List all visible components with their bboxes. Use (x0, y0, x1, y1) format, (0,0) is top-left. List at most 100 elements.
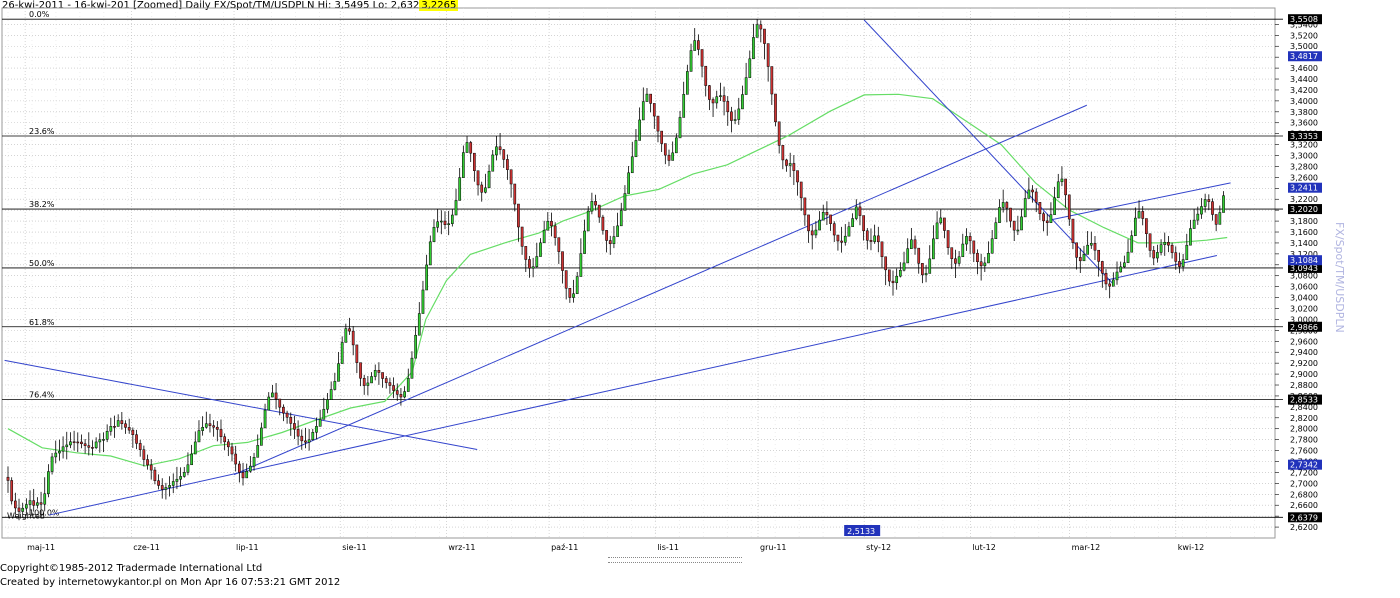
candle-body (175, 478, 179, 482)
candle-body (72, 441, 76, 443)
candle-body (994, 222, 998, 239)
candle-body (50, 456, 54, 472)
candle-body (377, 370, 381, 373)
y-tick-label: 3,4000 (1290, 97, 1318, 106)
candle-body (54, 452, 58, 458)
instrument-side-label: FX/Spot/TM/USDPLN (1333, 222, 1346, 333)
candle-body (1078, 257, 1082, 262)
candle-body (568, 287, 572, 298)
candle-body (678, 117, 682, 139)
fib-label: 76.4% (29, 391, 55, 400)
fib-label: 100.0% (29, 508, 60, 517)
candle-body (539, 242, 542, 257)
candle-body (160, 485, 164, 490)
candle-body (755, 24, 759, 38)
candle-body (204, 423, 208, 428)
candle-body (491, 154, 495, 172)
candle-body (708, 85, 711, 100)
candle-body (1115, 271, 1119, 281)
candle-body (865, 230, 869, 241)
candle-body (935, 222, 939, 240)
candle-body (58, 450, 61, 454)
candle-body (1170, 244, 1174, 253)
x-tick-label: wrz-11 (448, 543, 475, 552)
candle-body (25, 504, 28, 509)
candle-body (796, 170, 799, 183)
candle-body (704, 65, 708, 86)
last-price-highlight: 3,2265 (419, 0, 459, 11)
candle-body (873, 235, 876, 242)
y-tick-label: 3,3600 (1290, 119, 1318, 128)
candle-body (832, 223, 836, 236)
candle-body (381, 372, 384, 379)
candle-body (241, 472, 245, 479)
fib-label: 23.6% (29, 127, 55, 136)
candle-body (395, 390, 399, 395)
candle-body (91, 447, 94, 449)
candle-body (693, 40, 697, 51)
candle-body (619, 210, 623, 227)
candle-body (384, 378, 388, 383)
candle-body (237, 463, 241, 473)
x-tick-label: gru-11 (760, 543, 787, 552)
candle-body (998, 207, 1001, 223)
candle-body (447, 223, 451, 226)
candle-body (230, 446, 234, 455)
candle-body (788, 163, 792, 166)
candle-body (329, 389, 333, 400)
candle-body (1189, 228, 1192, 246)
candle-body (1034, 191, 1038, 203)
candle-body (47, 471, 50, 494)
weighted-label: Weighted (7, 511, 45, 520)
candle-body (1067, 194, 1071, 220)
candle-body (146, 459, 149, 466)
candle-body (124, 423, 127, 428)
candle-body (847, 226, 851, 237)
candle-body (116, 420, 120, 427)
y-tick-label: 3,0000 (1290, 315, 1318, 324)
fib-badge-text: 3,5508 (1290, 15, 1318, 24)
candle-body (818, 219, 821, 231)
candle-body (439, 220, 443, 223)
candle-body (748, 58, 752, 78)
trendline (1052, 182, 1231, 220)
candle-body (968, 236, 972, 242)
candle-body (410, 357, 414, 379)
candle-body (660, 130, 664, 144)
candle-body (245, 470, 249, 479)
candle-body (98, 439, 102, 443)
price-badge (1288, 182, 1322, 193)
x-tick-label: cze-11 (133, 543, 160, 552)
y-tick-label: 3,2200 (1290, 195, 1318, 204)
y-tick-label: 3,2800 (1290, 162, 1318, 171)
candle-body (627, 172, 630, 194)
candle-body (1023, 198, 1027, 218)
candle-body (293, 423, 296, 430)
candle-body (428, 241, 432, 266)
scrollbar[interactable] (608, 557, 742, 563)
candle-body (443, 220, 447, 226)
candle-body (190, 453, 193, 466)
candle-body (1156, 252, 1159, 259)
candle-body (17, 507, 21, 512)
candle-body (1053, 197, 1056, 215)
candle-body (83, 443, 87, 446)
candle-body (759, 24, 763, 30)
candle-body (87, 445, 91, 448)
price-badges: 3,5508 3,3353 3,2020 3,0943 2,9866 2,8533 2,63… (844, 14, 1322, 536)
candle-body (359, 362, 362, 379)
candle-body (906, 248, 910, 264)
candle-body (921, 263, 924, 276)
candle-body (917, 247, 921, 264)
candle-body (1123, 262, 1126, 268)
candle-body (1130, 235, 1134, 253)
candle-body (300, 435, 304, 442)
candle-body (256, 445, 260, 458)
candle-body (605, 230, 608, 241)
y-tick-label: 3,3000 (1290, 152, 1318, 161)
candle-body (135, 434, 138, 444)
candle-body (399, 394, 403, 398)
candle-body (531, 266, 535, 269)
candle-body (987, 253, 990, 264)
candle-body (656, 115, 660, 132)
